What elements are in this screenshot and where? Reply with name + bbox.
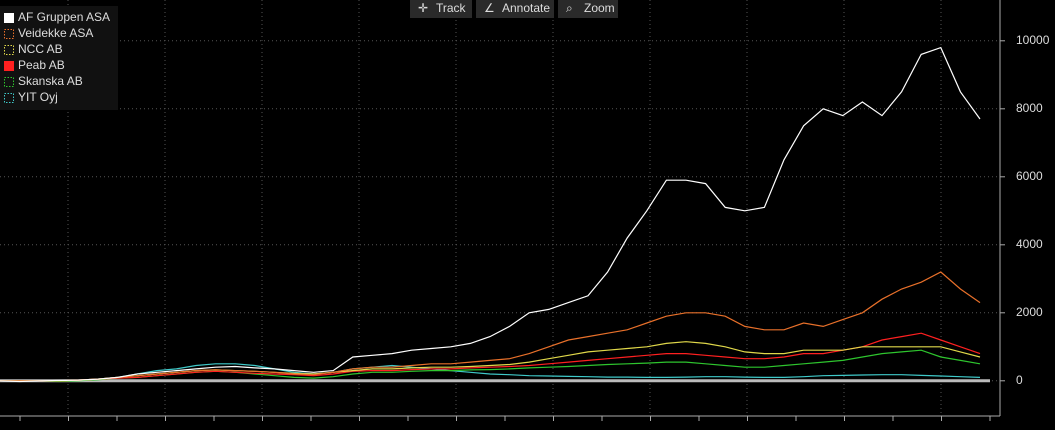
legend-swatch (4, 93, 14, 103)
legend-box (0, 6, 118, 110)
legend-label: Skanska AB (18, 74, 83, 88)
toolbar-label[interactable]: Zoom (584, 1, 615, 15)
toolbar-icon: ⌕ (566, 1, 573, 15)
y-tick-label: 0 (1016, 373, 1023, 387)
y-tick-label: 4000 (1016, 237, 1043, 251)
series-line (0, 46, 981, 383)
y-tick-label: 6000 (1016, 169, 1043, 183)
legend-label: NCC AB (18, 42, 63, 56)
series-line (0, 271, 981, 382)
toolbar-button[interactable] (558, 0, 618, 18)
toolbar-button[interactable] (410, 0, 472, 18)
toolbar-icon: ✛ (418, 1, 428, 15)
series-line (0, 363, 981, 382)
legend-swatch (4, 29, 14, 39)
series-line (0, 332, 981, 382)
legend-swatch (4, 77, 14, 87)
y-tick-label: 8000 (1016, 101, 1043, 115)
legend-label: Peab AB (18, 58, 65, 72)
legend-swatch (4, 13, 14, 23)
legend-label: Veidekke ASA (18, 26, 93, 40)
toolbar-label[interactable]: Annotate (502, 1, 550, 15)
y-tick-label: 2000 (1016, 305, 1043, 319)
legend-swatch (4, 45, 14, 55)
legend-label: YIT Oyj (18, 90, 58, 104)
y-tick-label: 10000 (1016, 33, 1050, 47)
toolbar-label[interactable]: Track (436, 1, 467, 15)
legend-swatch (4, 61, 14, 71)
legend-label: AF Gruppen ASA (18, 10, 110, 24)
toolbar-icon: ∠ (484, 1, 495, 15)
toolbar-button[interactable] (476, 0, 554, 18)
